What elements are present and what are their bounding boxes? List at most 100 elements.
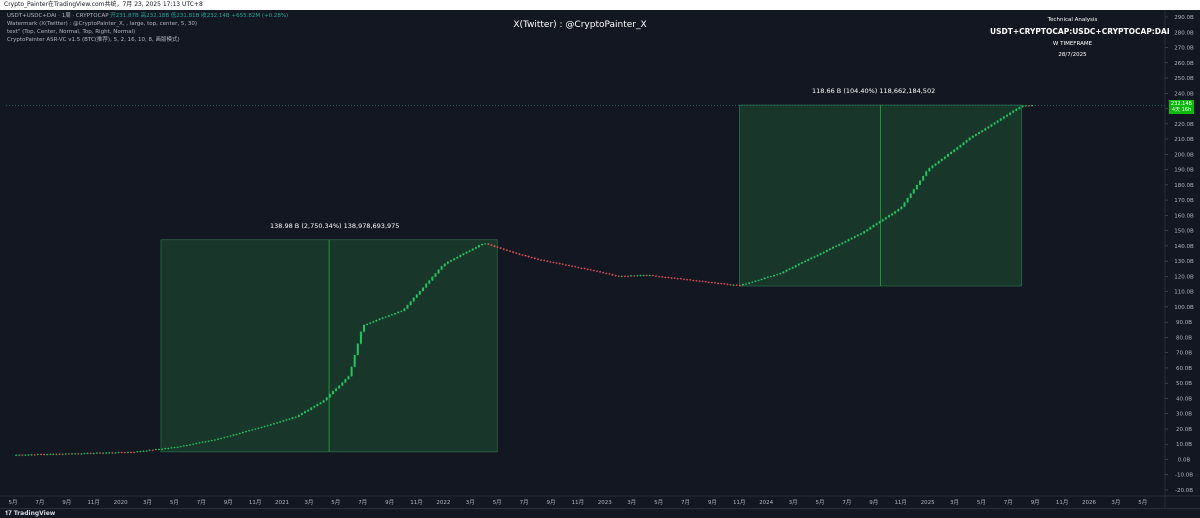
candle bbox=[297, 414, 300, 417]
candle bbox=[884, 217, 887, 220]
candle bbox=[244, 431, 247, 433]
candle bbox=[257, 427, 260, 429]
x-tick-label: 11月 bbox=[87, 499, 100, 506]
candle bbox=[468, 250, 471, 252]
candle bbox=[459, 254, 462, 257]
price-chart[interactable]: -20.0B -10.0B 0.0B 10.0B 20.0B 30.0B 40.0B 50.0… bbox=[0, 10, 1200, 508]
candle bbox=[241, 432, 244, 434]
y-tick-label: 100.0B bbox=[1174, 305, 1194, 311]
candle bbox=[549, 261, 552, 263]
candle bbox=[540, 259, 543, 261]
candle bbox=[707, 281, 710, 283]
candle bbox=[860, 233, 863, 235]
indicator-asr-vc[interactable]: CryptoPainter ASR-VC v1.5 (BTC(推荐), 5, 2… bbox=[7, 37, 180, 43]
candle bbox=[64, 453, 67, 455]
candle bbox=[698, 280, 701, 282]
candle bbox=[946, 153, 949, 157]
candle bbox=[291, 417, 294, 419]
candle bbox=[971, 135, 974, 138]
candle bbox=[167, 448, 170, 449]
candle bbox=[397, 311, 400, 314]
technical-analysis-box: Technical Analysis USDT+CRYPTOCAP:USDC+C… bbox=[990, 16, 1170, 60]
candle bbox=[111, 452, 114, 454]
candle bbox=[142, 450, 145, 452]
ta-timeframe: W TIMEFRAME bbox=[1052, 41, 1093, 47]
candle bbox=[307, 409, 310, 412]
candle bbox=[151, 449, 154, 451]
candle bbox=[251, 429, 254, 431]
candle bbox=[83, 453, 86, 454]
candle bbox=[279, 421, 282, 423]
candle bbox=[692, 280, 695, 281]
candle bbox=[673, 277, 676, 279]
candle bbox=[909, 193, 912, 198]
candle bbox=[984, 128, 987, 131]
candle bbox=[223, 437, 226, 438]
candle bbox=[586, 268, 589, 270]
candle bbox=[710, 282, 713, 284]
candle bbox=[465, 251, 468, 254]
candle bbox=[390, 314, 393, 316]
candle bbox=[788, 268, 791, 270]
candle bbox=[422, 287, 425, 292]
candle bbox=[213, 439, 216, 441]
candle bbox=[449, 260, 452, 262]
candle bbox=[512, 251, 515, 253]
candle bbox=[328, 394, 331, 398]
candle bbox=[527, 256, 530, 258]
tradingview-logo[interactable]: 𝟏𝟕 TradingView bbox=[5, 510, 55, 518]
candle bbox=[189, 444, 192, 446]
candle bbox=[145, 450, 148, 452]
candle bbox=[751, 281, 754, 283]
candle bbox=[850, 237, 853, 240]
candle bbox=[114, 452, 117, 454]
candle bbox=[294, 416, 297, 418]
candle bbox=[937, 161, 940, 164]
candle bbox=[95, 452, 98, 454]
candle bbox=[1015, 108, 1018, 111]
candle bbox=[415, 294, 418, 298]
candle bbox=[816, 254, 819, 257]
y-tick-label: 150.0B bbox=[1174, 229, 1194, 235]
candle bbox=[347, 376, 350, 380]
candle bbox=[220, 437, 223, 439]
candle bbox=[832, 246, 835, 249]
ta-title: Technical Analysis bbox=[1047, 17, 1098, 23]
x-tick-label: 9月 bbox=[62, 499, 71, 506]
candle bbox=[732, 284, 735, 286]
candle bbox=[86, 452, 89, 454]
candle bbox=[912, 189, 915, 194]
indicator-watermark[interactable]: Watermark (X(Twitter) : @CryptoPainter_X… bbox=[7, 21, 197, 27]
candle bbox=[335, 388, 338, 392]
candle bbox=[720, 283, 723, 284]
candle bbox=[108, 452, 111, 454]
candle bbox=[574, 266, 577, 268]
candle bbox=[636, 275, 639, 277]
candle bbox=[453, 258, 456, 261]
candle bbox=[658, 276, 661, 278]
candle bbox=[903, 202, 906, 207]
y-tick-label: 50.0B bbox=[1176, 381, 1192, 387]
candle bbox=[232, 434, 235, 436]
candle bbox=[704, 281, 707, 283]
candle bbox=[807, 259, 810, 261]
x-tick-label: 3月 bbox=[466, 499, 475, 506]
candle bbox=[490, 244, 493, 246]
y-tick-label: 40.0B bbox=[1176, 396, 1192, 402]
candle bbox=[344, 379, 347, 383]
indicator-text[interactable]: text" (Top, Center, Normal, Top, Right, … bbox=[7, 29, 136, 35]
candle bbox=[953, 149, 956, 152]
candle bbox=[853, 236, 856, 238]
x-tick-label: 2026 bbox=[1082, 500, 1096, 506]
candle bbox=[276, 422, 279, 424]
candle bbox=[33, 454, 36, 456]
candle bbox=[900, 206, 903, 210]
candle bbox=[856, 234, 859, 237]
candle bbox=[471, 248, 474, 251]
x-tick-label: 2024 bbox=[759, 500, 773, 506]
candle bbox=[356, 343, 359, 356]
candle bbox=[353, 355, 356, 367]
y-tick-label: 280.0B bbox=[1174, 30, 1194, 36]
candle bbox=[866, 229, 869, 232]
y-tick-label: 0.0B bbox=[1178, 457, 1191, 463]
